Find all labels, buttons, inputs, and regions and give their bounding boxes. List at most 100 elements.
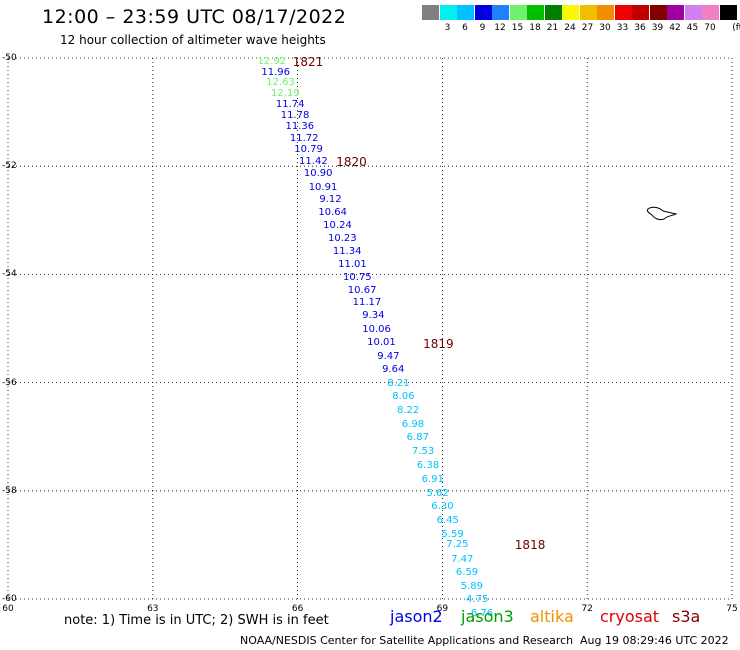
- latitude-tick-label: -60: [2, 594, 17, 604]
- color-scale-label: 45: [686, 23, 699, 33]
- longitude-tick-label: 66: [291, 604, 304, 614]
- color-scale-unit: (ft): [732, 23, 740, 33]
- wave-height-value: 11.72: [289, 132, 319, 144]
- color-swatch: [562, 5, 579, 20]
- color-swatch: [702, 5, 719, 20]
- color-swatch: [579, 5, 597, 20]
- wave-height-value: 10.23: [328, 232, 357, 244]
- color-scale-label: 12: [494, 23, 506, 33]
- color-scale-label: 27: [581, 23, 594, 33]
- wave-height-value: 6.38: [416, 459, 440, 471]
- color-scale-label: 70: [704, 23, 716, 33]
- wave-height-value: 6.91: [421, 473, 444, 485]
- color-swatch: [492, 5, 509, 20]
- pass-time-label: 1818: [514, 538, 546, 553]
- footer-timestamp: Aug 19 08:29:46 UTC 2022: [580, 634, 729, 647]
- wave-height-value: 7.25: [446, 539, 469, 551]
- wave-height-value: 11.01: [338, 259, 367, 271]
- color-swatch: [457, 5, 474, 20]
- wave-height-value: 8.21: [387, 377, 410, 389]
- longitude-tick-label: 63: [147, 604, 159, 614]
- satellite-legend-item: s3a: [672, 607, 701, 626]
- color-swatch: [474, 5, 492, 20]
- color-swatch: [597, 5, 614, 20]
- satellite-legend-item: altika: [530, 607, 574, 626]
- longitude-tick-label: 69: [436, 604, 449, 614]
- color-scale-label: 9: [479, 23, 486, 33]
- wave-height-value: 5.62: [426, 487, 449, 499]
- color-swatch: [509, 5, 527, 20]
- wave-height-value: 6.30: [431, 501, 454, 513]
- color-swatch: [614, 5, 632, 20]
- color-scale-label: 30: [599, 23, 611, 33]
- wave-height-value: 6.45: [436, 515, 459, 527]
- wave-height-value: 11.42: [299, 155, 328, 167]
- color-swatch: [684, 5, 702, 20]
- latitude-tick-label: -52: [2, 161, 17, 172]
- wave-height-value: 11.78: [280, 109, 310, 121]
- color-scale-label: 36: [634, 23, 646, 33]
- longitude-tick-label: 75: [726, 604, 738, 614]
- wave-height-value: 9.47: [377, 350, 400, 362]
- wave-height-value: 10.01: [367, 336, 396, 348]
- latitude-tick-label: -50: [2, 53, 17, 63]
- color-swatch: [439, 5, 457, 20]
- latitude-tick-label: -58: [2, 485, 17, 496]
- island-outline: [646, 206, 678, 221]
- wave-height-value: 5.89: [460, 580, 483, 592]
- wave-height-value: 10.91: [308, 181, 338, 193]
- wave-height-value: 10.90: [303, 168, 333, 180]
- legend-note: note: 1) Time is in UTC; 2) SWH is in fe…: [64, 613, 329, 628]
- color-swatch: [527, 5, 544, 20]
- color-scale-label: 39: [651, 23, 664, 33]
- wave-height-value: 9.12: [319, 194, 342, 206]
- wave-height-value: 10.06: [362, 323, 391, 335]
- color-scale-label: 15: [511, 23, 524, 33]
- color-scale-label: 42: [669, 23, 681, 33]
- wave-height-value: 4.75: [466, 594, 489, 606]
- wave-height-value: 10.67: [347, 284, 377, 296]
- wave-height-value: 12.92: [257, 55, 287, 67]
- wave-height-value: 11.74: [275, 99, 305, 111]
- longitude-tick-label: 72: [581, 604, 593, 614]
- wave-height-value: 9.34: [362, 310, 385, 322]
- wave-height-value: 9.64: [382, 364, 405, 376]
- color-swatch: [422, 5, 439, 20]
- color-swatch: [649, 5, 667, 20]
- wave-height-value: 6.76: [470, 608, 494, 620]
- pass-time-label: 1821: [292, 54, 324, 69]
- longitude-tick-label: 60: [2, 604, 14, 614]
- color-scale-label: 24: [564, 23, 576, 33]
- satellite-legend-item: jason2: [390, 607, 443, 626]
- color-scale-label: 6: [462, 23, 468, 33]
- wave-height-value: 6.59: [455, 567, 479, 579]
- wave-height-value: 8.22: [397, 405, 420, 417]
- wave-height-value: 11.96: [261, 66, 291, 78]
- footer-credit: NOAA/NESDIS Center for Satellite Applica…: [240, 634, 574, 647]
- wave-height-value: 6.98: [401, 418, 425, 430]
- satellite-legend-item: jason3: [461, 607, 514, 626]
- wave-height-value: 5.59: [441, 528, 464, 540]
- color-swatch: [667, 5, 684, 20]
- wave-height-value: 8.06: [392, 391, 415, 403]
- color-scale-label: 33: [616, 23, 629, 33]
- map-title: 12:00 – 23:59 UTC 08/17/2022: [42, 6, 347, 28]
- latitude-tick-label: -56: [2, 377, 17, 388]
- color-swatch: [632, 5, 649, 20]
- wave-height-value: 10.75: [342, 272, 372, 284]
- wave-height-value: 12.63: [266, 77, 295, 89]
- color-scale-label: 3: [444, 23, 451, 33]
- color-swatch: [544, 5, 562, 20]
- pass-time-label: 1819: [423, 336, 454, 351]
- wave-height-value: 11.34: [332, 246, 362, 258]
- latitude-tick-label: -54: [2, 269, 17, 280]
- wave-height-value: 11.36: [285, 120, 315, 132]
- map-subtitle: 12 hour collection of altimeter wave hei…: [60, 33, 326, 47]
- wave-height-value: 6.87: [406, 432, 429, 444]
- wave-height-value: 11.17: [352, 297, 382, 309]
- color-scale-label: 21: [546, 23, 559, 33]
- wave-height-value: 7.47: [451, 553, 474, 565]
- wave-height-value: 7.53: [411, 446, 435, 458]
- wave-height-value: 12.19: [271, 88, 300, 100]
